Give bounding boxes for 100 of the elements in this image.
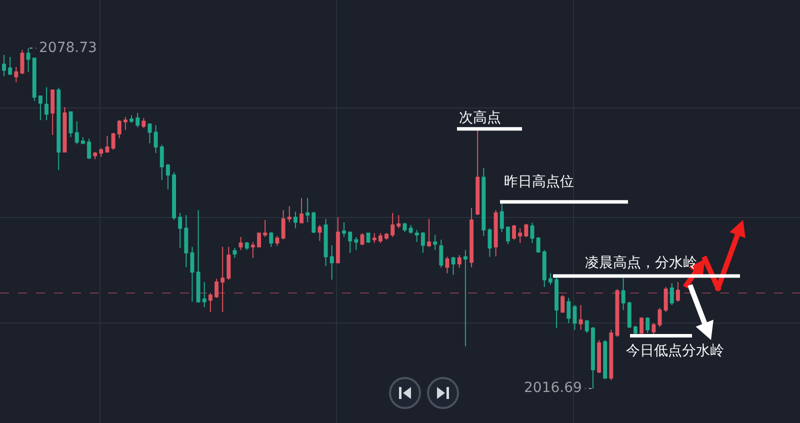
candlestick [597, 340, 602, 374]
candlestick [433, 234, 438, 251]
candlestick [457, 254, 462, 268]
candlestick [670, 282, 674, 306]
candlestick [287, 206, 292, 223]
candlestick [8, 56, 12, 76]
candlestick [105, 136, 110, 152]
candlestick [427, 218, 432, 248]
candlestick [263, 220, 268, 238]
candlestick [372, 232, 376, 244]
candlestick [646, 316, 650, 334]
candlestick [664, 286, 668, 313]
candlestick [476, 128, 480, 216]
candlestick [366, 232, 370, 244]
annotation: 2078.73 [39, 40, 97, 56]
candlestick [658, 307, 662, 328]
candlestick [220, 246, 225, 313]
candlestick [324, 218, 328, 267]
candlestick [26, 48, 30, 72]
candlestick [160, 144, 164, 180]
candlestick [74, 120, 79, 145]
candlestick [226, 246, 231, 280]
candlestick [548, 272, 552, 286]
candlestick [178, 212, 182, 248]
candlestick [208, 292, 212, 313]
candlestick [250, 241, 255, 258]
candlestick [130, 114, 134, 124]
candlestick [330, 244, 334, 280]
ref-line-label: 昨日高点位 [504, 174, 574, 190]
candlestick [536, 236, 540, 254]
candlestick [244, 241, 249, 251]
candlestick [470, 207, 474, 268]
candlestick [572, 304, 577, 330]
candlestick [494, 210, 498, 257]
candlestick [354, 236, 358, 251]
candlestick [348, 232, 352, 254]
candlestick [190, 246, 194, 302]
candlestick [524, 223, 528, 238]
candlestick [378, 232, 382, 244]
candlestick [414, 229, 419, 242]
candlestick [68, 111, 73, 138]
candlestick [166, 164, 170, 190]
candlestick [451, 256, 456, 276]
candlestick [603, 340, 608, 380]
candlestick [445, 256, 450, 274]
candlestick [184, 214, 188, 268]
candlestick [488, 228, 492, 258]
candlestick [621, 278, 626, 310]
candlestick [154, 124, 158, 154]
candlestick [56, 87, 61, 171]
candlestick [232, 247, 237, 258]
candlestick [117, 120, 122, 139]
candlestick [87, 138, 91, 160]
candlestick [293, 211, 298, 229]
candlestick [202, 282, 206, 308]
candlestick [560, 294, 565, 314]
candlestick [80, 136, 85, 145]
candlestick [14, 66, 18, 83]
candlestick [420, 232, 425, 254]
candlestick [238, 236, 243, 251]
candlestick [196, 210, 200, 304]
candlestick [506, 226, 510, 245]
candlestick [172, 172, 176, 220]
candlestick [627, 301, 632, 329]
candlestick [257, 232, 261, 248]
candlestick [123, 116, 128, 131]
candlestick [62, 106, 67, 152]
annotation: 2016.69 [524, 380, 582, 396]
candlestick [142, 117, 146, 128]
candlestick [590, 326, 595, 389]
candlestick [439, 239, 444, 268]
ref-line-label: 今日低点分水岭 [626, 343, 724, 359]
candlestick [542, 250, 546, 288]
candlestick [518, 228, 522, 244]
candlestick [20, 49, 24, 75]
candlestick [584, 319, 589, 334]
candlestick [312, 211, 316, 234]
candlestick [32, 58, 36, 102]
candlestick [306, 198, 310, 223]
candlestick [500, 202, 504, 233]
candlestick [640, 316, 644, 335]
candlestick [396, 214, 401, 229]
ref-line-label: 次高点 [459, 110, 501, 126]
candlestick [512, 224, 516, 240]
candlestick [336, 216, 340, 264]
candlestick [136, 112, 140, 128]
candlestick [269, 232, 274, 248]
candlestick [676, 282, 680, 302]
candlestick [342, 222, 346, 238]
ref-line-label: 凌晨高点，分水岭 [585, 255, 697, 271]
candlestick [566, 297, 571, 324]
candlestick [93, 151, 98, 160]
candlestick [281, 210, 286, 240]
candlestick [318, 224, 322, 242]
candlestick [50, 89, 55, 136]
candlestick [530, 222, 534, 244]
candlestick [111, 132, 116, 150]
candlestick [38, 96, 42, 121]
candlestick [44, 86, 48, 121]
candlestick [578, 304, 583, 330]
